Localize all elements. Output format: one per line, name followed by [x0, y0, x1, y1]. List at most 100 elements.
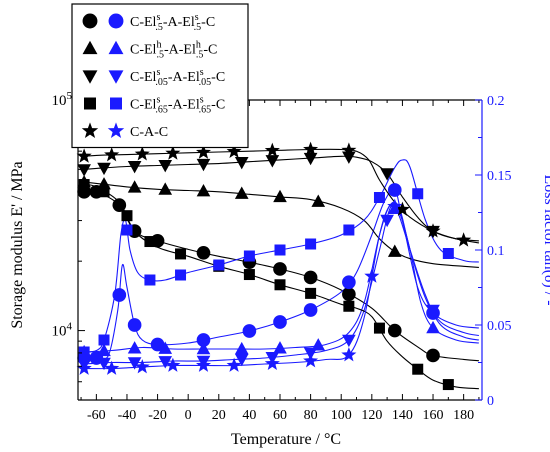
legend-marker-blue: [110, 97, 122, 110]
tan-delta-point-circle: [342, 275, 356, 290]
tan-delta-point-triangle-up: [234, 341, 249, 355]
modulus-point-triangle-up: [387, 244, 402, 257]
modulus-point-triangle-down: [196, 158, 211, 172]
legend-marker-blue: [108, 40, 124, 55]
x-tick-label: 20: [212, 408, 226, 423]
legend-marker-black: [81, 122, 99, 138]
y-left-tick-label: 104: [52, 321, 73, 340]
modulus-point-star: [76, 148, 92, 163]
modulus-point-triangle-up: [127, 180, 142, 193]
y-left-tick-label: 105: [52, 90, 73, 109]
modulus-point-star: [303, 141, 319, 156]
tan-delta-point-triangle-down: [127, 357, 142, 370]
modulus-point-square: [442, 379, 454, 391]
legend-marker-black: [82, 40, 98, 55]
tan-delta-point-square: [144, 274, 156, 286]
tan-delta-point-triangle-up: [127, 341, 142, 354]
x-tick-label: 140: [392, 408, 413, 423]
modulus-curve-2: [84, 155, 479, 242]
tan-delta-point-square: [373, 192, 385, 203]
modulus-point-triangle-up: [311, 194, 326, 207]
tan-delta-point-star: [226, 357, 242, 372]
tan-delta-point-triangle-down: [234, 353, 249, 367]
x-tick-label: 80: [304, 408, 318, 423]
modulus-point-triangle-up: [234, 186, 249, 199]
tan-delta-point-triangle-down: [158, 356, 173, 369]
modulus-point-star: [264, 142, 280, 157]
tan-delta-point-triangle-up: [273, 341, 287, 354]
tan-delta-point-triangle-down: [426, 304, 440, 318]
modulus-point-square: [144, 236, 156, 248]
y-right-tick-label: 0.05: [487, 319, 512, 334]
tan-delta-point-star: [364, 268, 380, 283]
modulus-point-square: [343, 300, 355, 312]
tan-delta-point-circle: [242, 324, 257, 338]
modulus-point-circle: [273, 262, 287, 276]
tan-delta-point-circle: [303, 303, 318, 317]
modulus-curve-0: [84, 190, 479, 362]
legend-marker-black: [84, 97, 96, 110]
modulus-point-square: [274, 279, 286, 291]
tan-delta-point-circle: [150, 337, 165, 352]
legend-marker-blue: [108, 70, 124, 84]
y-right-tick-label: 0: [487, 394, 494, 409]
modulus-point-triangle-down: [380, 168, 394, 181]
x-tick-label: -20: [148, 408, 167, 423]
tan-delta-point-square: [305, 238, 317, 250]
modulus-point-star: [341, 142, 357, 157]
tan-delta-point-triangle-up: [158, 341, 173, 354]
legend-marker-blue: [108, 13, 124, 29]
tan-delta-point-triangle-down: [97, 357, 111, 371]
x-tick-label: 180: [453, 408, 474, 423]
tan-delta-point-triangle-up: [97, 343, 111, 357]
tan-delta-point-star: [76, 360, 92, 375]
legend-marker-black: [82, 70, 98, 84]
modulus-point-square: [412, 363, 424, 375]
modulus-point-square: [175, 248, 187, 260]
tan-delta-point-square: [175, 269, 187, 281]
legend-label: C-Els .65-A-Els .65-C: [130, 95, 225, 116]
tan-delta-point-square: [121, 224, 133, 236]
modulus-point-star: [226, 143, 242, 158]
legend-marker-blue: [107, 122, 125, 138]
modulus-point-circle: [426, 348, 440, 363]
tan-delta-point-square: [274, 244, 286, 256]
modulus-point-triangle-down: [158, 160, 173, 173]
tan-delta-point-star: [134, 359, 150, 374]
legend-label: C-Els .05-A-Els .05-C: [130, 67, 225, 88]
modulus-point-circle: [303, 270, 318, 285]
modulus-point-star: [134, 146, 150, 161]
tan-delta-point-star: [196, 357, 211, 372]
x-tick-label: 40: [242, 408, 256, 423]
modulus-point-triangle-down: [127, 161, 142, 174]
tan-delta-point-square: [412, 188, 424, 200]
x-tick-label: 160: [423, 408, 444, 423]
y-right-tick-label: 0.15: [487, 169, 512, 184]
modulus-point-triangle-down: [303, 152, 318, 166]
modulus-point-circle: [112, 198, 127, 212]
x-tick-label: 0: [185, 408, 192, 423]
tan-delta-point-square: [243, 250, 255, 262]
tan-delta-point-circle: [112, 288, 127, 302]
tan-delta-point-circle: [196, 333, 211, 347]
modulus-point-square: [305, 287, 317, 299]
modulus-point-star: [394, 201, 410, 216]
modulus-point-star: [425, 223, 441, 238]
tan-delta-curve-1: [84, 203, 479, 353]
legend-box: [71, 3, 249, 149]
modulus-point-star: [456, 232, 472, 247]
modulus-point-circle: [387, 323, 402, 338]
x-axis-title: Temperature / °C: [231, 431, 341, 448]
tan-delta-point-star: [104, 360, 120, 375]
modulus-point-triangle-up: [273, 189, 287, 203]
y-axis-right-title: Loss factor tan(δ) / -: [541, 174, 550, 305]
tan-delta-point-triangle-up: [196, 341, 211, 355]
y-right-tick-label: 0.2: [487, 94, 505, 109]
modulus-point-triangle-up: [158, 182, 173, 195]
tan-delta-point-square: [343, 224, 355, 236]
tan-delta-point-square: [98, 334, 110, 346]
modulus-point-star: [104, 147, 120, 162]
modulus-point-triangle-down: [234, 156, 249, 170]
modulus-point-square: [98, 186, 110, 198]
